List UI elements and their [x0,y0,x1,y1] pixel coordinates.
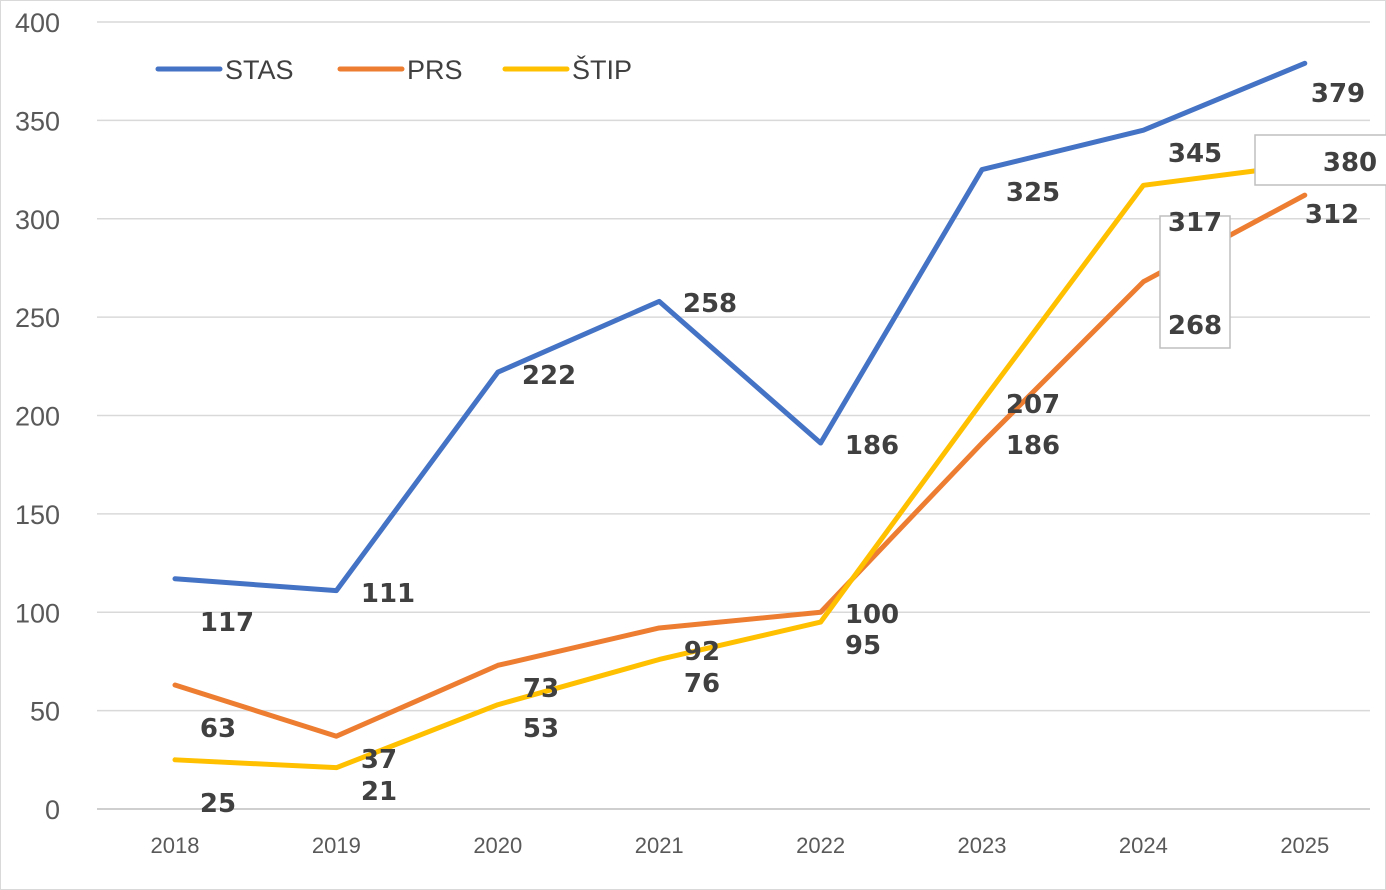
y-tick-label: 250 [15,303,60,333]
data-label: 25 [200,789,236,819]
data-label: 37 [361,745,397,775]
y-tick-label: 350 [15,106,60,136]
data-label: 100 [845,600,899,630]
data-label: 345 [1168,139,1222,169]
data-label: 76 [684,669,720,699]
data-label: 186 [1006,431,1060,461]
x-tick-label: 2018 [151,833,200,858]
data-label: 317 [1168,208,1222,238]
data-label: 186 [845,431,899,461]
y-tick-label: 0 [45,795,60,825]
data-label-box [1159,215,1231,349]
y-tick-label: 100 [15,598,60,628]
data-label: 73 [523,674,559,704]
data-label: 380 [1323,148,1377,178]
x-tick-label: 2020 [473,833,522,858]
y-tick-label: 400 [15,8,60,38]
y-tick-label: 50 [30,697,60,727]
legend-label: STAS [225,55,294,85]
data-label: 312 [1305,200,1359,230]
data-label: 117 [200,608,254,638]
data-label: 111 [361,579,415,609]
data-label-box [1254,134,1386,186]
y-tick-label: 200 [15,402,60,432]
series-line-prs [172,192,1308,739]
x-tick-label: 2022 [796,833,845,858]
data-label: 268 [1168,311,1222,341]
data-label: 53 [523,714,559,744]
data-label: 63 [200,714,236,744]
data-label: 92 [684,637,720,667]
legend-label: ŠTIP [572,54,632,85]
data-label: 21 [361,777,397,807]
data-label: 207 [1006,390,1060,420]
y-tick-label: 300 [15,205,60,235]
series-line-štip [172,167,1265,771]
data-label: 258 [683,289,737,319]
legend-label: PRS [407,55,463,85]
x-tick-label: 2024 [1119,833,1168,858]
series-line-stas [172,60,1308,594]
data-label: 325 [1006,178,1060,208]
x-tick-label: 2023 [958,833,1007,858]
data-label: 95 [845,631,881,661]
x-tick-label: 2025 [1280,833,1329,858]
x-tick-label: 2021 [635,833,684,858]
data-label: 222 [522,361,576,391]
y-tick-label: 150 [15,500,60,530]
data-label: 379 [1311,79,1365,109]
x-tick-label: 2019 [312,833,361,858]
